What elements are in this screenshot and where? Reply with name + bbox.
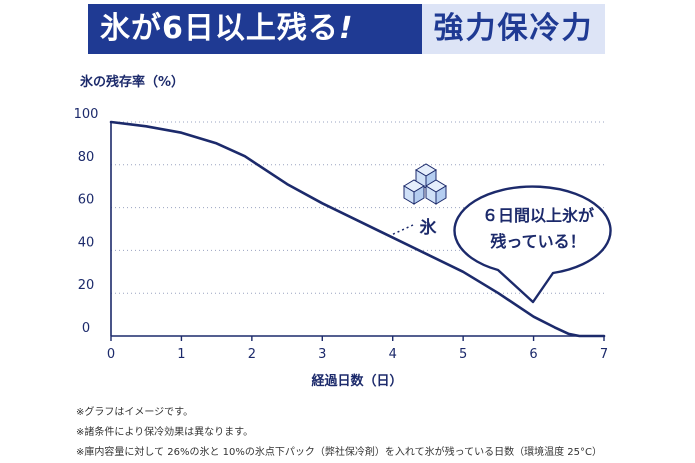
y-tick-60: 60 xyxy=(78,193,95,208)
x-tick-4: 4 xyxy=(389,347,397,362)
banner-headline: 氷が6日以上残る xyxy=(100,11,339,46)
ice-pointer-line xyxy=(385,224,414,239)
y-tick-0: 0 xyxy=(82,321,90,336)
y-tick-100: 100 xyxy=(74,107,99,122)
x-tick-5: 5 xyxy=(459,347,467,362)
x-tick-3: 3 xyxy=(318,347,326,362)
x-tick-6: 6 xyxy=(529,347,537,362)
x-tick-2: 2 xyxy=(248,347,256,362)
footnote-3: ※庫内容量に対して 26%の氷と 10%の氷点下パック（弊社保冷剤）を入れて氷が… xyxy=(76,447,602,458)
x-tick-labels: 0 1 2 3 4 5 6 7 xyxy=(107,336,608,362)
ice-retention-chart: 0 20 40 60 80 100 0 1 2 3 4 5 6 7 氷の残存率（%） 経過日数（日） 氷… xyxy=(74,74,612,389)
footnotes: ※グラフはイメージです。 ※諸条件により保冷効果は異なります。 ※庫内容量に対し… xyxy=(76,403,602,463)
callout-text-line-2: 残っている！ xyxy=(490,232,585,251)
y-tick-80: 80 xyxy=(78,150,95,165)
callout-text-line-1: ６日間以上氷が xyxy=(482,206,594,225)
y-tick-labels: 0 20 40 60 80 100 xyxy=(74,107,99,336)
title-banner: 氷が6日以上残る! 強力保冷力 xyxy=(88,4,605,54)
ice-cubes-icon xyxy=(403,163,447,205)
x-tick-7: 7 xyxy=(600,347,608,362)
y-tick-20: 20 xyxy=(78,278,95,293)
banner-exclamation: ! xyxy=(338,11,354,46)
banner-headline-group: 氷が6日以上残る! xyxy=(88,4,354,54)
footnote-1: ※グラフはイメージです。 xyxy=(76,407,194,418)
series-line-ice-retention xyxy=(109,120,606,338)
ice-label: 氷 xyxy=(420,217,438,238)
y-tick-40: 40 xyxy=(78,235,95,250)
footnote-2: ※諸条件により保冷効果は異なります。 xyxy=(76,427,254,438)
x-tick-1: 1 xyxy=(177,347,185,362)
callout-bubble xyxy=(453,185,612,304)
x-tick-0: 0 xyxy=(107,347,115,362)
x-axis-label: 経過日数（日） xyxy=(311,373,402,389)
chart-axes xyxy=(110,122,604,337)
banner-tagline: 強力保冷力 xyxy=(422,4,605,54)
y-axis-label: 氷の残存率（%） xyxy=(80,74,184,90)
